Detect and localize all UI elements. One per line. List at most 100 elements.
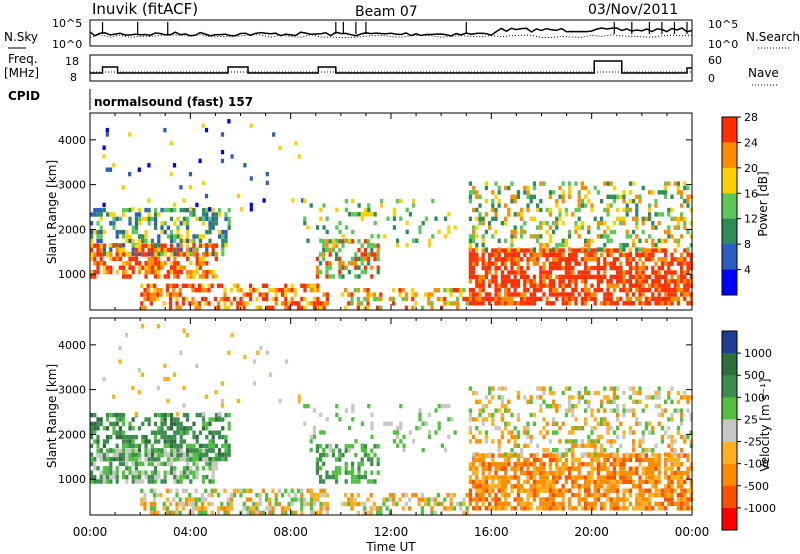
heatmap-cell [667,234,671,239]
heatmap-cell [401,288,405,293]
heatmap-cell [191,301,195,306]
heatmap-cell [122,443,126,449]
heatmap-cell [500,412,504,418]
heatmap-cell [571,506,575,511]
heatmap-cell [558,470,562,476]
heatmap-cell [500,475,504,480]
heatmap-cell [558,207,562,213]
heatmap-cell [211,221,215,226]
heatmap-cell [154,207,158,213]
heatmap-cell [325,296,329,302]
heatmap-cell [367,207,371,213]
heatmap-cell [529,257,533,262]
heatmap-cell [667,488,671,493]
heatmap-cell [513,443,517,448]
heatmap-cell [510,243,514,248]
heatmap-cell [488,475,492,480]
heatmap-cell [564,448,568,453]
heatmap-cell [224,452,228,457]
heatmap-cell [641,466,645,471]
heatmap-cell [606,430,610,435]
heatmap-cell [102,443,106,449]
heatmap-cell [178,288,182,293]
heatmap-cell [204,127,209,133]
heatmap-cell [635,470,639,476]
heatmap-cell [478,287,482,293]
heatmap-cell [513,470,517,476]
heatmap-cell [686,395,690,400]
heatmap-cell [150,265,154,270]
heatmap-cell [507,247,511,252]
heatmap-cell [201,296,205,302]
colorbar-tick-label: -25 [744,436,762,449]
heatmap-cell [571,475,575,480]
heatmap-cell [90,452,94,457]
colorbar-segment [722,397,737,420]
heatmap-cell [497,238,501,243]
heatmap-cell [125,251,129,257]
heatmap-cell [622,301,626,306]
heatmap-cell [143,292,147,297]
heatmap-cell [210,510,214,515]
heatmap-cell [376,296,380,302]
heatmap-cell [472,470,476,476]
heatmap-cell [548,390,552,396]
heatmap-cell [475,283,479,288]
heatmap-cell [635,261,639,266]
heatmap-cell [584,421,588,426]
heatmap-cell [392,288,396,293]
heatmap-cell [201,180,205,186]
heatmap-cell [313,493,317,498]
heatmap-cell [175,506,179,511]
heatmap-cell [465,296,469,302]
heatmap-cell [622,470,626,476]
heatmap-cell [147,207,151,213]
heatmap-cell [532,479,536,485]
heatmap-cell [676,479,680,485]
heatmap-cell [507,439,511,444]
heatmap-cell [143,493,147,498]
heatmap-cell [166,470,170,475]
heatmap-cell [481,216,485,221]
heatmap-cell [635,221,639,226]
heatmap-cell [204,497,208,502]
heatmap-cell [584,443,588,448]
heatmap-cell [510,248,514,253]
heatmap-cell [115,443,119,449]
heatmap-cell [218,448,222,453]
heatmap-cell [481,488,485,493]
heatmap-cell [625,408,629,413]
heatmap-cell [568,301,572,306]
heatmap-cell [481,457,485,463]
heatmap-cell [137,390,141,395]
heatmap-cell [568,270,572,275]
heatmap-cell [587,287,591,293]
heatmap-cell [504,274,508,280]
heatmap-cell [185,497,189,502]
heatmap-cell [224,448,228,453]
heatmap-cell [568,185,572,191]
heatmap-cell [144,443,148,449]
heatmap-cell [319,252,323,257]
heatmap-cell [303,216,307,221]
heatmap-cell [357,265,361,270]
heatmap-cell [138,243,142,248]
heatmap-cell [616,448,620,453]
heatmap-cell [360,252,364,257]
heatmap-cell [564,292,568,297]
heatmap-cell [205,207,209,213]
heatmap-cell [478,279,482,284]
heatmap-cell [169,171,173,177]
heatmap-cell [405,229,409,235]
heatmap-cell [300,493,304,498]
heatmap-cell [166,412,170,418]
heatmap-cell [472,274,476,280]
heatmap-cell [221,456,225,462]
heatmap-cell [475,470,479,476]
heatmap-cell [673,238,677,243]
heatmap-cell [128,466,132,471]
heatmap-cell [622,252,626,258]
freq-label-1: Freq. [8,52,38,66]
heatmap-cell [603,408,607,413]
heatmap-cell [673,283,677,288]
